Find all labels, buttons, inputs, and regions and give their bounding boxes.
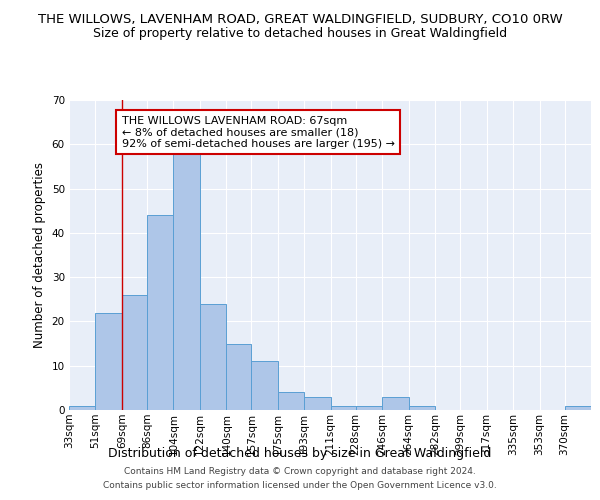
Bar [122, 295, 147, 410]
Bar [565, 406, 591, 410]
Text: Distribution of detached houses by size in Great Waldingfield: Distribution of detached houses by size … [109, 448, 491, 460]
Bar [304, 396, 331, 410]
Bar [226, 344, 251, 410]
Text: THE WILLOWS LAVENHAM ROAD: 67sqm
← 8% of detached houses are smaller (18)
92% of: THE WILLOWS LAVENHAM ROAD: 67sqm ← 8% of… [122, 116, 395, 148]
Bar [200, 304, 226, 410]
Text: THE WILLOWS, LAVENHAM ROAD, GREAT WALDINGFIELD, SUDBURY, CO10 0RW: THE WILLOWS, LAVENHAM ROAD, GREAT WALDIN… [38, 12, 562, 26]
Bar [95, 312, 122, 410]
Bar [409, 406, 435, 410]
Text: Contains public sector information licensed under the Open Government Licence v3: Contains public sector information licen… [103, 481, 497, 490]
Bar [278, 392, 304, 410]
Bar [69, 406, 95, 410]
Y-axis label: Number of detached properties: Number of detached properties [33, 162, 46, 348]
Bar [147, 215, 173, 410]
Text: Size of property relative to detached houses in Great Waldingfield: Size of property relative to detached ho… [93, 28, 507, 40]
Bar [251, 362, 278, 410]
Bar [382, 396, 409, 410]
Text: Contains HM Land Registry data © Crown copyright and database right 2024.: Contains HM Land Registry data © Crown c… [124, 467, 476, 476]
Bar [173, 148, 200, 410]
Bar [356, 406, 382, 410]
Bar [331, 406, 356, 410]
